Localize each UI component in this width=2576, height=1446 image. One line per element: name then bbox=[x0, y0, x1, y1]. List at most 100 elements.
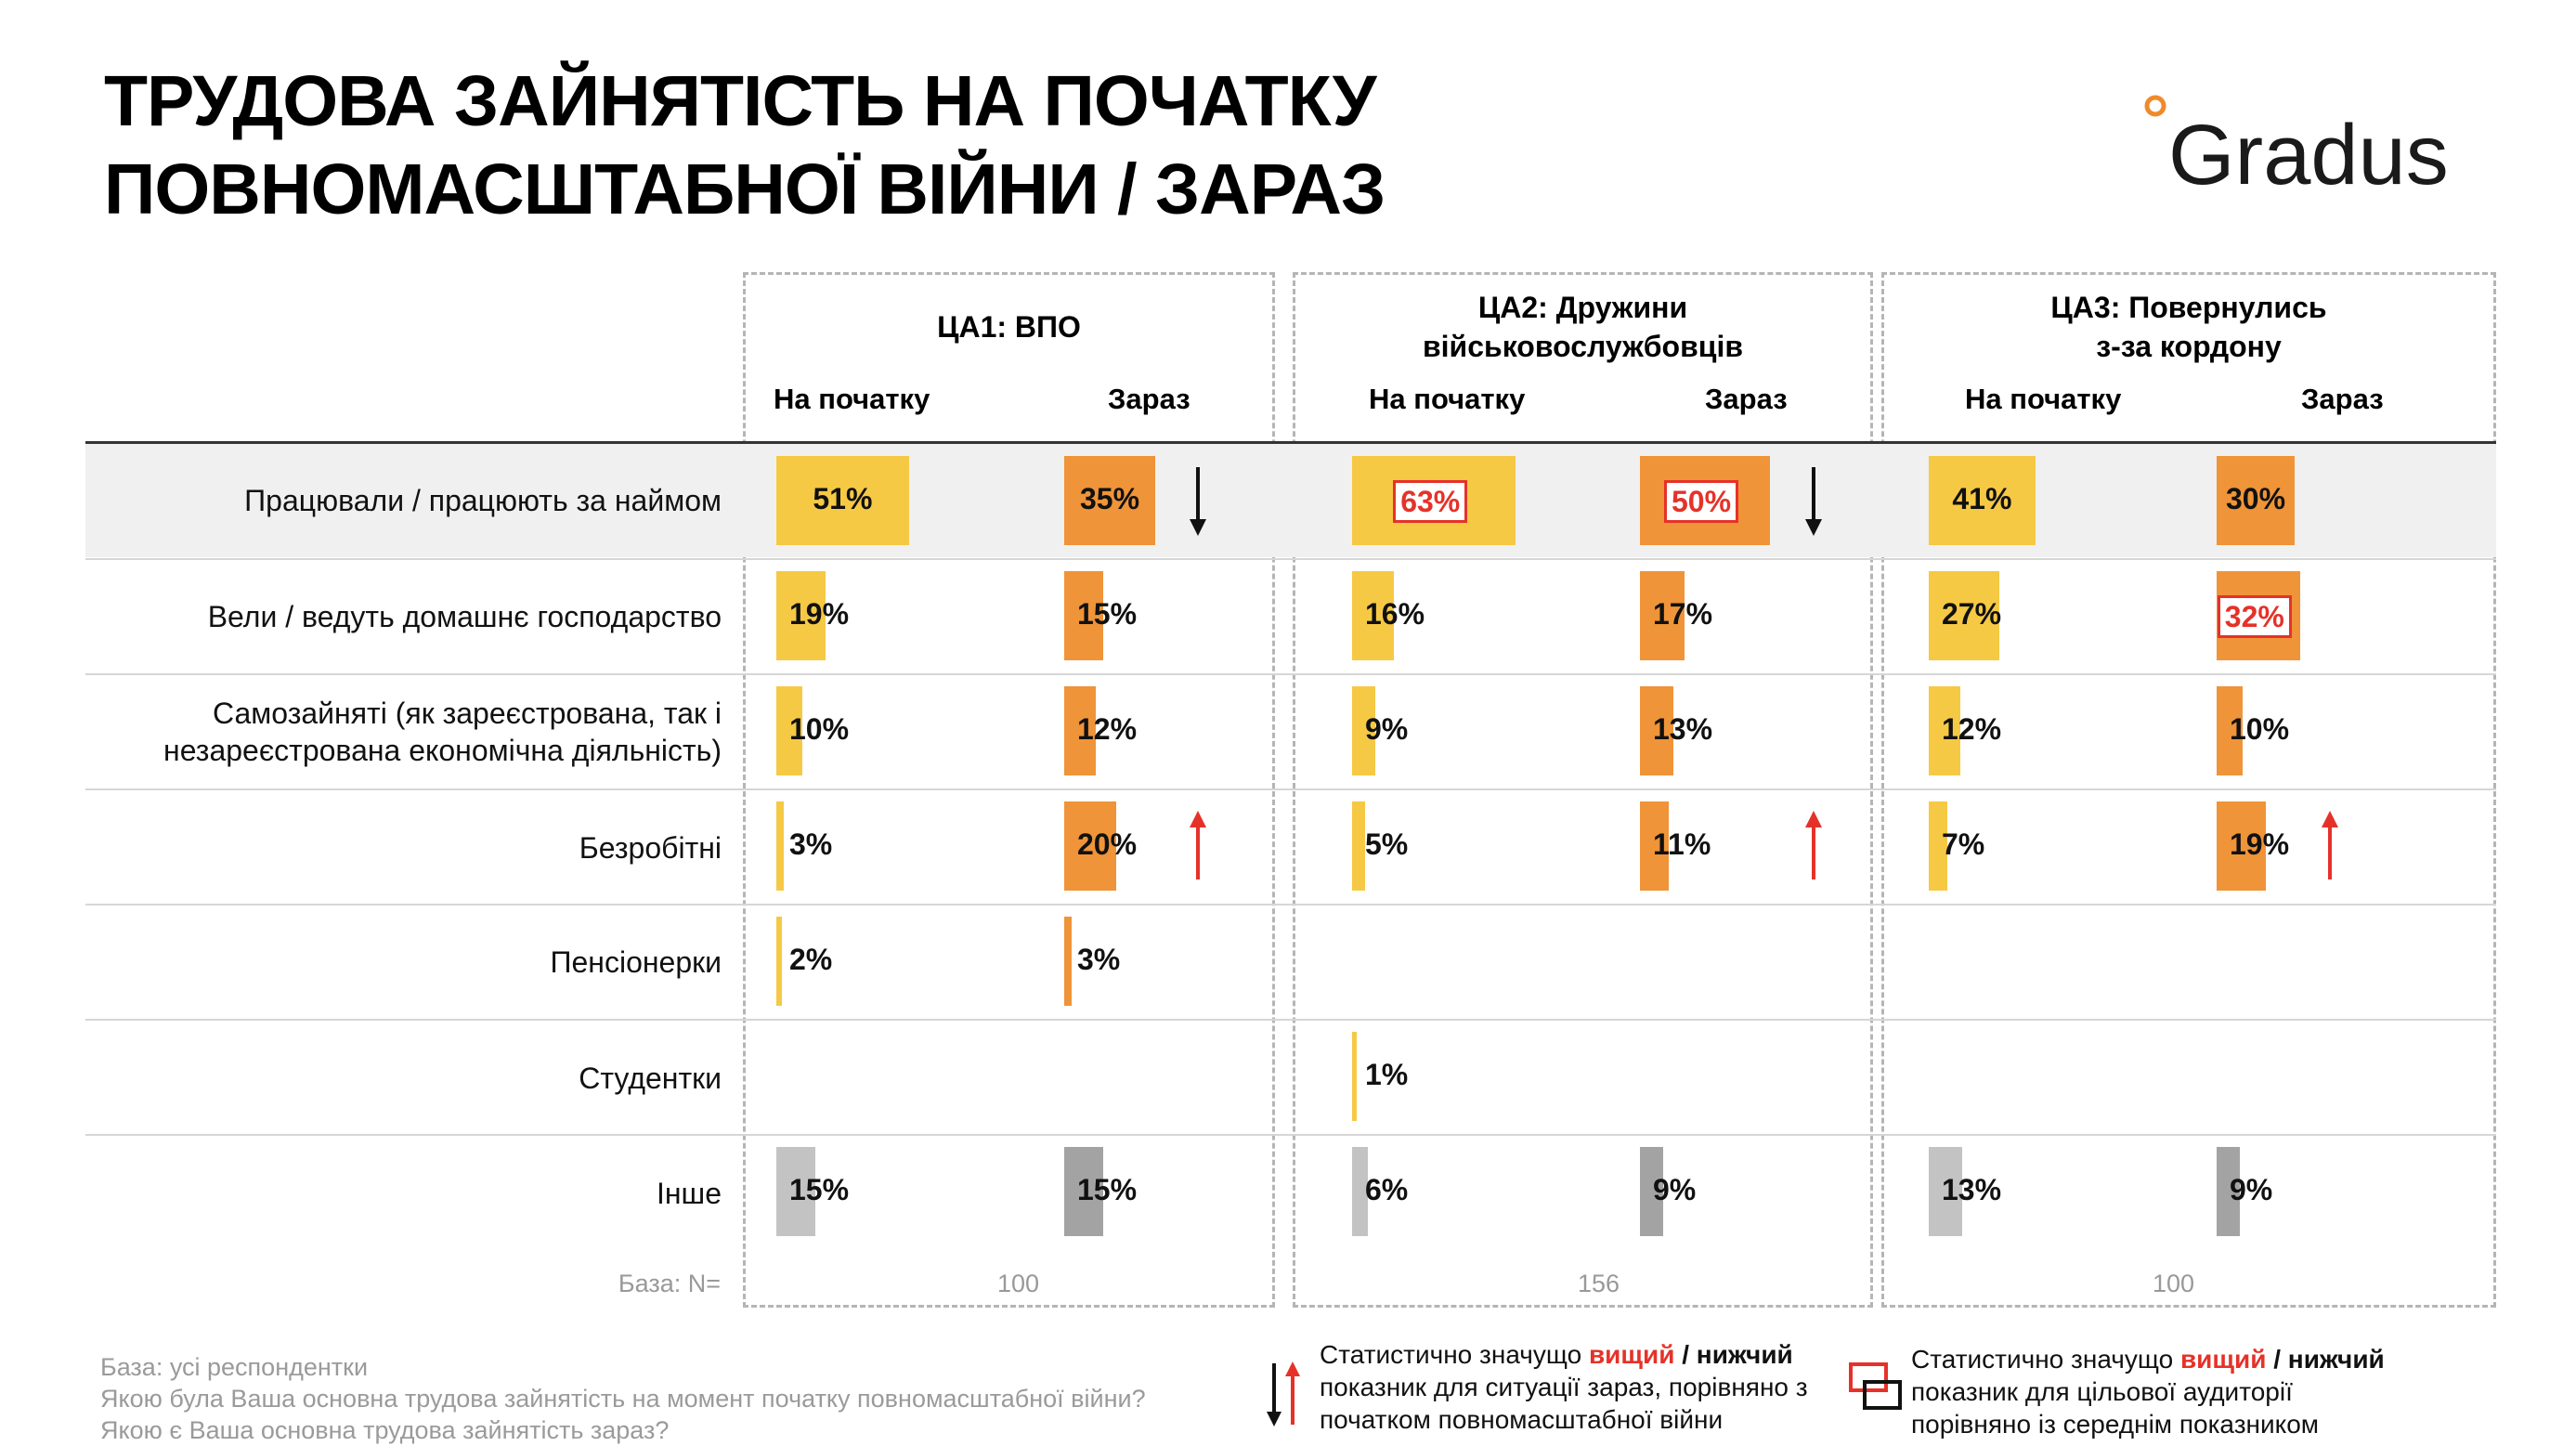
bar-value-label: 11% bbox=[1653, 827, 1711, 861]
bar bbox=[776, 456, 909, 545]
bar bbox=[2217, 686, 2243, 775]
bar-value-label: 9% bbox=[2230, 1173, 2273, 1206]
row-label-other: Інше bbox=[656, 1177, 722, 1210]
col-head-g3-start: На початку bbox=[1965, 383, 2122, 415]
bar bbox=[2217, 456, 2295, 545]
bar bbox=[776, 686, 802, 775]
bar bbox=[1064, 686, 1096, 775]
bar-value-label: 10% bbox=[789, 712, 850, 746]
row-separator bbox=[85, 1019, 2496, 1021]
base-value-g3: 100 bbox=[2153, 1270, 2195, 1297]
bar-value-label: 15% bbox=[1077, 597, 1138, 631]
bar-value-label: 10% bbox=[2230, 712, 2290, 746]
bar bbox=[1929, 1147, 1963, 1236]
group-title-3: ЦА3: Повернулись з-за кордону bbox=[2050, 291, 2327, 363]
bar-value-label: 1% bbox=[1365, 1058, 1409, 1091]
footnote-question-start: Якою була Ваша основна трудова зайнятіст… bbox=[100, 1385, 1146, 1413]
bar bbox=[1064, 571, 1103, 660]
bar bbox=[1064, 801, 1116, 891]
logo-dot-icon bbox=[2144, 95, 2166, 117]
bar bbox=[776, 571, 826, 660]
bar bbox=[1640, 1147, 1664, 1236]
bar-value-label: 32% bbox=[2217, 595, 2292, 638]
bar-value-label: 7% bbox=[1942, 827, 1985, 861]
bar bbox=[1064, 917, 1073, 1006]
row-separator bbox=[85, 788, 2496, 790]
bar-value-label: 15% bbox=[789, 1173, 850, 1206]
bar-value-label: 3% bbox=[1077, 943, 1121, 976]
bar bbox=[1929, 571, 1999, 660]
logo-wordmark: Gradus bbox=[2168, 108, 2449, 202]
row-separator bbox=[85, 904, 2496, 905]
col-head-g1-now: Зараз bbox=[1108, 383, 1190, 415]
row-highlight bbox=[85, 444, 2496, 557]
gradus-logo: Gradus bbox=[2144, 95, 2449, 202]
arrow-up-icon bbox=[1805, 811, 1822, 879]
bar-value-label: 27% bbox=[1942, 597, 2002, 631]
bar-value-label: 19% bbox=[2230, 827, 2290, 861]
row-label-selfemployed: Самозайняті (як зареєстрована, так і нез… bbox=[163, 697, 722, 767]
row-label-unemployed: Безробітні bbox=[579, 831, 722, 865]
bar-value-label: 19% bbox=[789, 597, 850, 631]
bar-value-label: 9% bbox=[1365, 712, 1409, 746]
col-head-g2-start: На початку bbox=[1369, 383, 1526, 415]
bar-value-label: 30% bbox=[2225, 482, 2286, 515]
bar bbox=[1929, 456, 2036, 545]
bar-value-label: 12% bbox=[1942, 712, 2002, 746]
header-divider bbox=[85, 441, 2496, 444]
base-value-g2: 156 bbox=[1578, 1270, 1620, 1297]
bar bbox=[1640, 686, 1674, 775]
bar-value-label: 63% bbox=[1393, 480, 1468, 523]
footnote: База: усі респондентки Якою була Ваша ос… bbox=[100, 1351, 1146, 1446]
base-value-g1: 100 bbox=[997, 1270, 1040, 1297]
base-label: База: N= bbox=[618, 1270, 721, 1297]
bar-value-label: 3% bbox=[789, 827, 833, 861]
bar-value-label: 2% bbox=[789, 943, 833, 976]
row-label-household: Вели / ведуть домашнє господарство bbox=[207, 600, 722, 633]
bar-value-label: 13% bbox=[1942, 1173, 2002, 1206]
bar-value-label: 16% bbox=[1365, 597, 1425, 631]
bar-value-label: 12% bbox=[1077, 712, 1138, 746]
row-label-students: Студентки bbox=[579, 1062, 722, 1095]
bar bbox=[2217, 1147, 2241, 1236]
footnote-question-now: Якою є Ваша основна трудова зайнятість з… bbox=[100, 1416, 670, 1444]
col-head-g2-now: Зараз bbox=[1705, 383, 1788, 415]
bar bbox=[1064, 1147, 1103, 1236]
bar-value-label: 13% bbox=[1653, 712, 1713, 746]
bar-value-label: 9% bbox=[1653, 1173, 1697, 1206]
bar bbox=[1352, 1032, 1357, 1121]
arrow-down-icon bbox=[1805, 467, 1822, 536]
arrows-legend-icon bbox=[1267, 1361, 1300, 1426]
col-head-g3-now: Зараз bbox=[2301, 383, 2384, 415]
bar bbox=[776, 801, 785, 891]
bar-value-label: 35% bbox=[1079, 482, 1140, 515]
col-head-g1-start: На початку bbox=[774, 383, 930, 415]
row-separator bbox=[85, 1134, 2496, 1136]
bar bbox=[776, 1147, 815, 1236]
bar bbox=[1640, 571, 1685, 660]
bar bbox=[776, 917, 782, 1006]
bar-value-label: 5% bbox=[1365, 827, 1409, 861]
row-separator bbox=[85, 558, 2496, 560]
bar-value-label: 41% bbox=[1952, 482, 2012, 515]
bar-value-label: 17% bbox=[1653, 597, 1713, 631]
arrow-down-icon bbox=[1190, 467, 1206, 536]
bar-value-label: 20% bbox=[1077, 827, 1138, 861]
bar bbox=[1352, 801, 1365, 891]
bar-value-label: 15% bbox=[1077, 1173, 1138, 1206]
bar bbox=[2217, 801, 2267, 891]
legend-boxes-text: Статистично значущо вищий / нижчий показ… bbox=[1911, 1345, 2385, 1439]
bar bbox=[1929, 801, 1947, 891]
bar bbox=[1929, 686, 1960, 775]
bar-value-label: 6% bbox=[1365, 1173, 1409, 1206]
bar bbox=[1352, 1147, 1368, 1236]
page-title: ТРУДОВА ЗАЙНЯТІСТЬ НА ПОЧАТКУ ПОВНОМАСШТ… bbox=[104, 61, 1386, 229]
arrow-up-icon bbox=[2322, 811, 2338, 879]
group-title-1: ЦА1: ВПО bbox=[937, 310, 1081, 344]
boxes-legend-icon bbox=[1849, 1362, 1902, 1410]
bar-value-label: 51% bbox=[813, 482, 873, 515]
row-separator bbox=[85, 673, 2496, 675]
legend-arrows-text: Статистично значущо вищий / нижчий показ… bbox=[1320, 1340, 1808, 1434]
bar bbox=[1352, 686, 1376, 775]
arrow-up-icon bbox=[1190, 811, 1206, 879]
